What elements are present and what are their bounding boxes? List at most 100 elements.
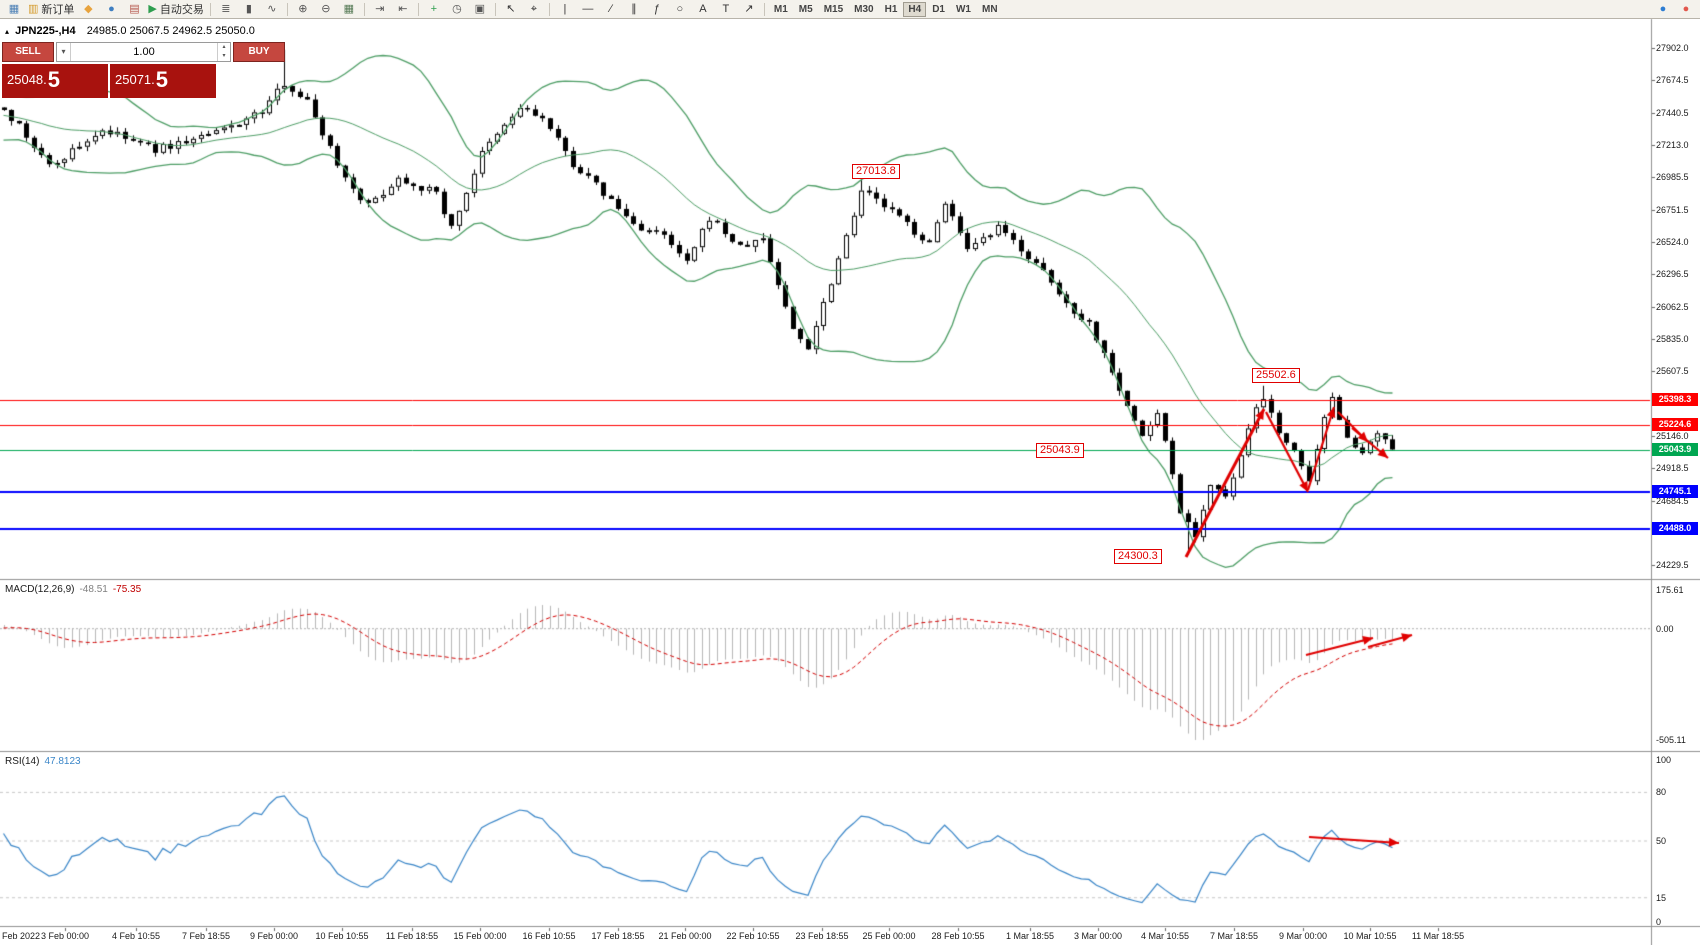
zoom-in-icon[interactable]: ⊕	[292, 1, 314, 18]
timeframe-m30-button[interactable]: M30	[854, 3, 874, 15]
timeframe-m1-button[interactable]: M1	[773, 3, 788, 15]
arrows-icon-glyph: ↗	[744, 2, 754, 15]
horizontal-line-icon-glyph: —	[582, 2, 594, 15]
time-axis-label: 7 Feb 18:55	[181, 931, 231, 941]
channel-icon[interactable]: ∥	[623, 1, 645, 18]
macd-axis-label: 175.61	[1656, 585, 1684, 595]
price-label-27013-8[interactable]: 27013.8	[852, 164, 900, 179]
time-axis-label: 7 Mar 18:55	[1209, 931, 1259, 941]
price-axis-label: 26524.0	[1656, 236, 1689, 247]
symbol-ohlc: 24985.0 25067.5 24962.5 25050.0	[86, 25, 255, 37]
shapes-icon[interactable]: ○	[669, 1, 691, 18]
text-icon[interactable]: A	[692, 1, 714, 18]
price-axis-label: 26062.5	[1656, 301, 1689, 312]
candlestick-chart-icon[interactable]: ▮	[238, 1, 260, 18]
time-axis-label: 21 Feb 00:00	[658, 931, 712, 941]
time-axis-label: 10 Feb 10:55	[315, 931, 369, 941]
time-axis-label: 11 Feb 18:55	[385, 931, 439, 941]
price-label-25502-6[interactable]: 25502.6	[1252, 368, 1300, 383]
sell-price[interactable]: 25048.5	[2, 64, 108, 98]
timeframe-m5-button[interactable]: M5	[798, 3, 813, 15]
horizontal-line-icon[interactable]: —	[577, 1, 599, 18]
volume-dropdown-icon[interactable]: ▾	[57, 43, 71, 61]
timeframe-w1-button[interactable]: W1	[955, 3, 971, 15]
order-buttons-row: SELL ▾ ▴▾ BUY	[2, 42, 285, 62]
price-axis-label: 27674.5	[1656, 75, 1689, 86]
timeframe-h4-button[interactable]: H4	[903, 1, 927, 17]
text-label-icon[interactable]: T	[715, 1, 737, 18]
time-axis-label: 3 Feb 00:00	[40, 931, 90, 941]
new-order-button-label: 新订单	[41, 4, 75, 16]
templates-icon-glyph: ▣	[474, 2, 486, 15]
bar-chart-icon-glyph: ≣	[221, 2, 231, 15]
volume-down-icon[interactable]: ▾	[222, 53, 226, 59]
price-axis-label: 26296.5	[1656, 269, 1689, 280]
time-axis-label: 4 Mar 10:55	[1140, 931, 1190, 941]
crosshair-icon[interactable]: ⌖	[523, 1, 545, 18]
cycles-icon[interactable]: ◷	[446, 1, 468, 18]
templates-icon[interactable]: ▣	[469, 1, 491, 18]
rsi-axis-label: 0	[1656, 917, 1662, 927]
indicators-icon[interactable]: +	[423, 1, 445, 18]
market-icon[interactable]: ▤	[123, 1, 145, 18]
algo-trading-button[interactable]: ▶ 自动交易	[146, 1, 205, 18]
rsi-axis-label: 50	[1656, 836, 1667, 846]
mql5-icon[interactable]: ◆	[77, 1, 99, 18]
rsi-axis-label: 80	[1656, 787, 1667, 798]
tile-windows-icon[interactable]: ▦	[338, 1, 360, 18]
collapse-arrow-icon[interactable]: ▴	[5, 27, 10, 36]
auto-scroll-icon[interactable]: ⇥	[369, 1, 391, 18]
line-chart-icon[interactable]: ∿	[261, 1, 283, 18]
price-label-25043-9[interactable]: 25043.9	[1036, 443, 1084, 458]
toolbar-separator	[494, 2, 496, 16]
sell-button[interactable]: SELL	[2, 42, 54, 62]
time-axis-label: 25 Feb 00:00	[862, 931, 916, 941]
timeframe-m15-button[interactable]: M15	[823, 3, 844, 15]
one-click-trading-panel: SELL ▾ ▴▾ BUY 25048.5 25071.5	[2, 42, 285, 98]
timeframe-mn-button[interactable]: MN	[981, 3, 998, 15]
buy-price-main: 25071.	[115, 72, 155, 87]
macd-axis-label: -505.11	[1656, 734, 1686, 745]
cursor-icon-glyph: ↖	[506, 2, 516, 15]
cursor-icon[interactable]: ↖	[500, 1, 522, 18]
bar-chart-icon[interactable]: ≣	[215, 1, 237, 18]
toolbar-separator	[548, 2, 550, 16]
community-icon[interactable]: ●	[100, 1, 122, 18]
volume-control: ▾ ▴▾	[56, 42, 231, 62]
vertical-line-icon[interactable]: |	[554, 1, 576, 18]
volume-stepper[interactable]: ▴ ▾	[217, 43, 230, 61]
fibonacci-icon[interactable]: ƒ	[646, 1, 668, 18]
line-chart-icon-glyph: ∿	[267, 2, 277, 15]
buy-price[interactable]: 25071.5	[110, 64, 216, 98]
volume-input[interactable]	[71, 43, 217, 61]
new-chart-icon[interactable]: ▦	[3, 1, 25, 18]
volume-up-icon[interactable]: ▴	[222, 44, 226, 50]
macd-value-main: -48.51	[79, 584, 108, 595]
trendline-icon[interactable]: ∕	[600, 1, 622, 18]
notifications-icon[interactable]: ●	[1682, 3, 1690, 15]
timeframe-d1-button[interactable]: D1	[932, 3, 945, 15]
price-badge-25224-6: 25224.6	[1652, 417, 1698, 431]
time-axis-label: 23 Feb 18:55	[795, 931, 849, 941]
shift-chart-icon[interactable]: ⇤	[392, 1, 414, 18]
buy-button[interactable]: BUY	[233, 42, 285, 62]
indicators-icon-glyph: +	[430, 2, 438, 15]
price-axis-label: 26751.5	[1656, 204, 1689, 215]
rsi-axis-label: 15	[1656, 892, 1667, 903]
price-axis-label: 27213.0	[1656, 139, 1689, 150]
timeframe-h1-button[interactable]: H1	[884, 3, 898, 15]
candlestick-chart-icon-glyph: ▮	[245, 2, 252, 15]
zoom-out-icon[interactable]: ⊖	[315, 1, 337, 18]
toolbar-separator	[363, 2, 365, 16]
community-status-icon[interactable]: ●	[1659, 3, 1667, 15]
channel-icon-glyph: ∥	[631, 2, 637, 15]
time-axis-label: Feb 2022	[2, 931, 41, 941]
price-axis-label: 27902.0	[1656, 43, 1689, 53]
macd-indicator-label: MACD(12,26,9) -48.51 -75.35	[5, 584, 141, 595]
new-order-button[interactable]: ▥ 新订单	[26, 1, 76, 18]
price-label-24300-3[interactable]: 24300.3	[1114, 549, 1162, 564]
arrows-icon[interactable]: ↗	[738, 1, 760, 18]
time-axis[interactable]: Feb 2022 3 Feb 00:00 4 Feb 10:55 7 Feb 18:5…	[0, 928, 1650, 945]
